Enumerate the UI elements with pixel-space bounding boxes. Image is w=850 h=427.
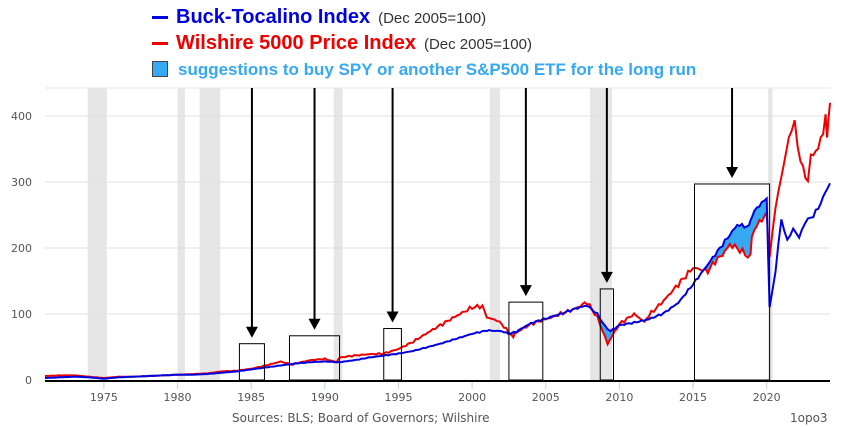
x-tick-label: 2020 bbox=[753, 391, 781, 404]
suggestion-fills bbox=[239, 199, 770, 371]
recession-bands bbox=[87, 88, 773, 380]
x-tick-label: 1990 bbox=[311, 391, 339, 404]
x-ticks: 1975 1980 1985 1990 1995 2000 2005 2010 2015 2020 bbox=[90, 382, 781, 404]
arrow-head-icon bbox=[726, 166, 739, 178]
recession-band bbox=[177, 88, 185, 380]
recession-band bbox=[199, 88, 221, 380]
wilshire-line bbox=[44, 102, 831, 380]
x-tick-label: 1980 bbox=[164, 391, 192, 404]
legend-suggestion: suggestions to buy SPY or another S&P500… bbox=[152, 60, 696, 80]
recession-band bbox=[489, 88, 501, 380]
arrow-head-icon bbox=[519, 285, 532, 297]
legend-wilshire-label: Wilshire 5000 Price Index bbox=[176, 32, 416, 54]
arrow-head-icon bbox=[600, 271, 613, 283]
recession-band bbox=[333, 88, 343, 380]
x-tick-label: 1995 bbox=[384, 391, 412, 404]
suggestion-arrows bbox=[245, 88, 739, 338]
y-tick-label: 200 bbox=[11, 242, 32, 255]
x-tick-label: 2005 bbox=[532, 391, 560, 404]
x-tick-label: 2015 bbox=[679, 391, 707, 404]
blue-square-swatch-icon bbox=[152, 61, 168, 77]
y-tick-label: 300 bbox=[11, 176, 32, 189]
x-tick-label: 2000 bbox=[458, 391, 486, 404]
legend-buck: Buck-Tocalino Index (Dec 2005=100) bbox=[152, 6, 486, 29]
arrow-head-icon bbox=[308, 318, 321, 330]
suggestion-boxes bbox=[238, 183, 771, 381]
gridlines bbox=[45, 87, 830, 315]
y-tick-label: 100 bbox=[11, 308, 32, 321]
suggestion-box bbox=[238, 343, 265, 381]
recession-band bbox=[87, 88, 107, 380]
recession-band bbox=[768, 88, 773, 380]
source-note: Sources: BLS; Board of Governors; Wilshi… bbox=[232, 411, 490, 425]
arrow-head-icon bbox=[245, 326, 258, 338]
legend-wilshire-note: (Dec 2005=100) bbox=[423, 36, 532, 53]
legend-wilshire: Wilshire 5000 Price Index (Dec 2005=100) bbox=[152, 32, 532, 55]
legend-buck-label: Buck-Tocalino Index bbox=[176, 6, 371, 28]
y-tick-label: 400 bbox=[11, 110, 32, 123]
series-lines bbox=[44, 102, 831, 380]
arrow-head-icon bbox=[386, 311, 399, 323]
red-line-swatch-icon bbox=[152, 42, 168, 46]
watermark: 1opo3 bbox=[790, 411, 828, 425]
y-ticks: 0 100 200 300 400 bbox=[11, 110, 32, 387]
suggestion-fill bbox=[694, 199, 770, 272]
suggestion-box bbox=[288, 335, 341, 381]
blue-line-swatch-icon bbox=[152, 16, 168, 20]
x-tick-label: 1975 bbox=[90, 391, 118, 404]
legend-buck-note: (Dec 2005=100) bbox=[378, 10, 487, 27]
legend-suggestion-label: suggestions to buy SPY or another S&P500… bbox=[178, 60, 697, 79]
x-tick-label: 1985 bbox=[237, 391, 265, 404]
x-tick-label: 2010 bbox=[605, 391, 633, 404]
y-tick-label: 0 bbox=[25, 374, 32, 387]
buck-tocalino-line bbox=[44, 182, 831, 380]
